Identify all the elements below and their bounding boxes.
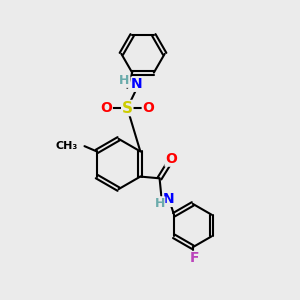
Text: H: H <box>119 74 130 87</box>
Text: N: N <box>163 192 175 206</box>
Text: CH₃: CH₃ <box>55 141 77 151</box>
Text: H: H <box>154 197 165 210</box>
Text: N: N <box>131 77 143 91</box>
Text: S: S <box>122 100 133 116</box>
Text: O: O <box>100 101 112 115</box>
Text: O: O <box>142 101 154 115</box>
Text: O: O <box>165 152 177 166</box>
Text: F: F <box>190 251 199 266</box>
